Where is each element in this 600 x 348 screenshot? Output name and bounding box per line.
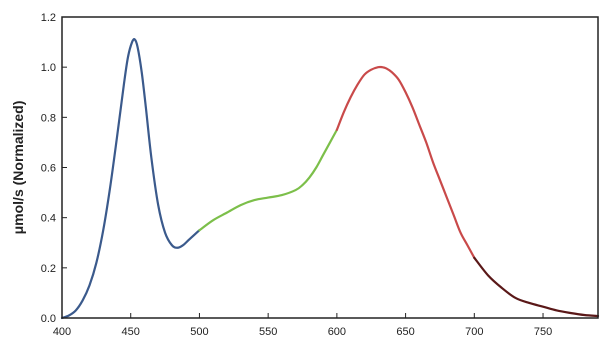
y-axis-ticks: 0.0 0.2 0.4 0.6 0.8 1.0 1.2 [41, 12, 67, 325]
x-tick-label: 650 [396, 326, 414, 338]
y-tick-label: 0.4 [41, 213, 56, 225]
x-tick-label: 500 [190, 326, 208, 338]
y-axis-label: μmol/s (Normalized) [10, 101, 26, 235]
x-tick-label: 450 [122, 326, 140, 338]
y-tick-label: 0.0 [41, 313, 56, 325]
y-tick-label: 1.0 [41, 62, 56, 74]
x-tick-label: 400 [53, 326, 71, 338]
series-line-0 [60, 38, 201, 320]
y-tick-label: 0.2 [41, 263, 56, 275]
series-layer [60, 38, 600, 320]
plot-frame [61, 16, 599, 319]
y-tick-label: 0.8 [41, 112, 56, 124]
series-line-2 [335, 65, 476, 259]
x-tick-label: 550 [259, 326, 277, 338]
x-tick-label: 700 [465, 326, 483, 338]
x-axis-ticks: 400 450 500 550 600 650 700 750 [53, 313, 552, 338]
y-tick-label: 1.2 [41, 12, 56, 24]
y-tick-label: 0.6 [41, 163, 56, 175]
series-line-1 [198, 128, 338, 232]
x-tick-label: 750 [534, 326, 552, 338]
series-line-3 [473, 256, 600, 318]
x-tick-label: 600 [328, 326, 346, 338]
